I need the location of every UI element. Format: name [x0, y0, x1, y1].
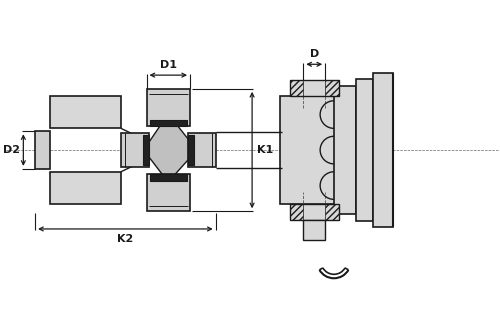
Bar: [188, 133, 216, 167]
Text: D1: D1: [160, 60, 177, 70]
Bar: [150, 119, 187, 126]
Bar: [146, 89, 190, 126]
Bar: [146, 174, 190, 211]
Text: K2: K2: [118, 234, 134, 244]
Bar: [290, 204, 304, 220]
Text: K1: K1: [257, 145, 274, 155]
Bar: [290, 80, 304, 96]
Bar: [290, 204, 339, 220]
Bar: [325, 204, 339, 220]
Bar: [290, 80, 339, 96]
Bar: [280, 96, 363, 204]
Text: D: D: [310, 49, 319, 59]
Polygon shape: [50, 96, 121, 128]
Bar: [150, 174, 187, 181]
Bar: [188, 135, 194, 165]
Bar: [374, 73, 393, 227]
Bar: [142, 135, 148, 165]
Bar: [304, 220, 325, 240]
Bar: [121, 133, 148, 167]
Bar: [334, 86, 355, 214]
Bar: [356, 79, 374, 221]
Polygon shape: [144, 117, 197, 180]
Bar: [35, 131, 50, 169]
Bar: [325, 80, 339, 96]
Text: D2: D2: [4, 145, 20, 155]
Polygon shape: [50, 172, 121, 204]
